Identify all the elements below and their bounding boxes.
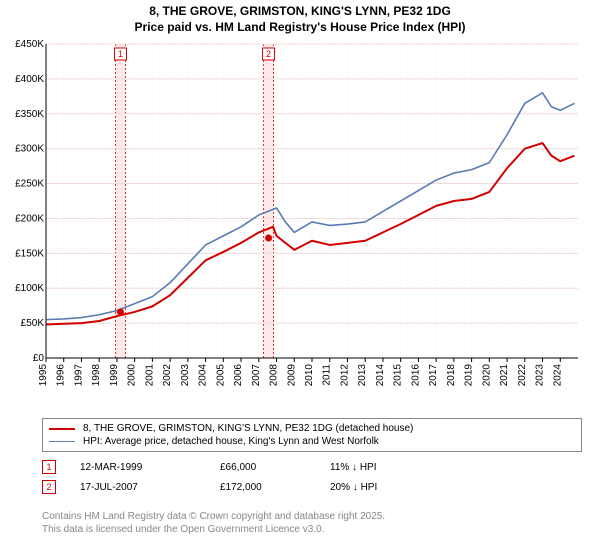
svg-text:2003: 2003: [180, 364, 191, 387]
svg-text:1998: 1998: [91, 364, 102, 387]
svg-text:2022: 2022: [517, 364, 528, 387]
sale-marker: 2: [42, 480, 56, 494]
sale-price: £172,000: [220, 482, 330, 493]
svg-text:2013: 2013: [357, 364, 368, 387]
svg-text:2015: 2015: [393, 364, 404, 387]
legend-label: 8, THE GROVE, GRIMSTON, KING'S LYNN, PE3…: [83, 423, 413, 434]
svg-text:£200K: £200K: [15, 213, 44, 224]
svg-text:2004: 2004: [198, 364, 209, 387]
footer-line-1: Contains HM Land Registry data © Crown c…: [42, 510, 385, 523]
sale-delta: 20% ↓ HPI: [330, 482, 377, 493]
svg-text:2012: 2012: [339, 364, 350, 387]
svg-text:2005: 2005: [215, 364, 226, 387]
svg-text:2021: 2021: [499, 364, 510, 387]
svg-text:2016: 2016: [410, 364, 421, 387]
svg-text:£50K: £50K: [21, 318, 45, 329]
svg-text:2009: 2009: [286, 364, 297, 387]
svg-text:2017: 2017: [428, 364, 439, 387]
svg-text:2: 2: [266, 49, 271, 59]
svg-text:£250K: £250K: [15, 179, 44, 190]
sale-row: 2 17-JUL-2007£172,00020% ↓ HPI: [42, 480, 377, 494]
svg-text:£300K: £300K: [15, 144, 44, 155]
svg-text:2019: 2019: [464, 364, 475, 387]
legend-swatch: [49, 428, 75, 430]
svg-text:1: 1: [118, 49, 123, 59]
svg-text:2018: 2018: [446, 364, 457, 387]
svg-text:2010: 2010: [304, 364, 315, 387]
footer: Contains HM Land Registry data © Crown c…: [42, 510, 385, 536]
svg-text:£100K: £100K: [15, 283, 44, 294]
svg-text:2014: 2014: [375, 364, 386, 387]
sale-price: £66,000: [220, 462, 330, 473]
legend-label: HPI: Average price, detached house, King…: [83, 436, 379, 447]
sale-delta: 11% ↓ HPI: [330, 462, 377, 473]
plot-svg: £0£50K£100K£150K£200K£250K£300K£350K£400…: [42, 38, 582, 388]
svg-text:2002: 2002: [162, 364, 173, 387]
svg-text:2011: 2011: [322, 364, 333, 386]
svg-text:1995: 1995: [38, 364, 49, 387]
svg-text:2007: 2007: [251, 364, 262, 387]
chart-title: 8, THE GROVE, GRIMSTON, KING'S LYNN, PE3…: [0, 0, 600, 35]
sale-row: 1 12-MAR-1999£66,00011% ↓ HPI: [42, 460, 377, 474]
svg-text:£150K: £150K: [15, 248, 44, 259]
svg-text:1999: 1999: [109, 364, 120, 387]
title-line-2: Price paid vs. HM Land Registry's House …: [0, 20, 600, 36]
svg-text:2024: 2024: [552, 364, 563, 387]
legend-row: 8, THE GROVE, GRIMSTON, KING'S LYNN, PE3…: [49, 422, 575, 435]
svg-text:2020: 2020: [481, 364, 492, 387]
svg-text:2023: 2023: [535, 364, 546, 387]
svg-text:1996: 1996: [56, 364, 67, 387]
sale-date: 17-JUL-2007: [80, 482, 220, 493]
svg-text:1997: 1997: [73, 364, 84, 387]
sale-date: 12-MAR-1999: [80, 462, 220, 473]
svg-text:£350K: £350K: [15, 109, 44, 120]
svg-text:£450K: £450K: [15, 39, 44, 50]
legend-row: HPI: Average price, detached house, King…: [49, 435, 575, 448]
title-line-1: 8, THE GROVE, GRIMSTON, KING'S LYNN, PE3…: [0, 4, 600, 20]
chart-container: 8, THE GROVE, GRIMSTON, KING'S LYNN, PE3…: [0, 0, 600, 560]
footer-line-2: This data is licensed under the Open Gov…: [42, 523, 385, 536]
svg-text:£0: £0: [33, 353, 45, 364]
sale-rows: 1 12-MAR-1999£66,00011% ↓ HPI 2 17-JUL-2007…: [42, 460, 377, 500]
svg-text:2008: 2008: [269, 364, 280, 387]
legend: 8, THE GROVE, GRIMSTON, KING'S LYNN, PE3…: [42, 418, 582, 452]
svg-text:2000: 2000: [127, 364, 138, 387]
svg-text:£400K: £400K: [15, 74, 44, 85]
svg-text:2006: 2006: [233, 364, 244, 387]
legend-swatch: [49, 441, 75, 442]
svg-text:2001: 2001: [144, 364, 155, 387]
sale-marker: 1: [42, 460, 56, 474]
